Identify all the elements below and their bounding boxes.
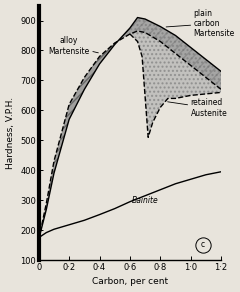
Text: plain
carbon
Martensite: plain carbon Martensite <box>166 9 235 39</box>
X-axis label: Carbon, per cent: Carbon, per cent <box>92 277 168 286</box>
Text: retained
Austenite: retained Austenite <box>168 98 228 118</box>
Text: c: c <box>201 240 205 249</box>
Text: Bainite: Bainite <box>132 196 158 205</box>
Y-axis label: Hardness, V.P.H.: Hardness, V.P.H. <box>6 97 15 169</box>
Text: alloy
Martensite: alloy Martensite <box>48 36 98 56</box>
